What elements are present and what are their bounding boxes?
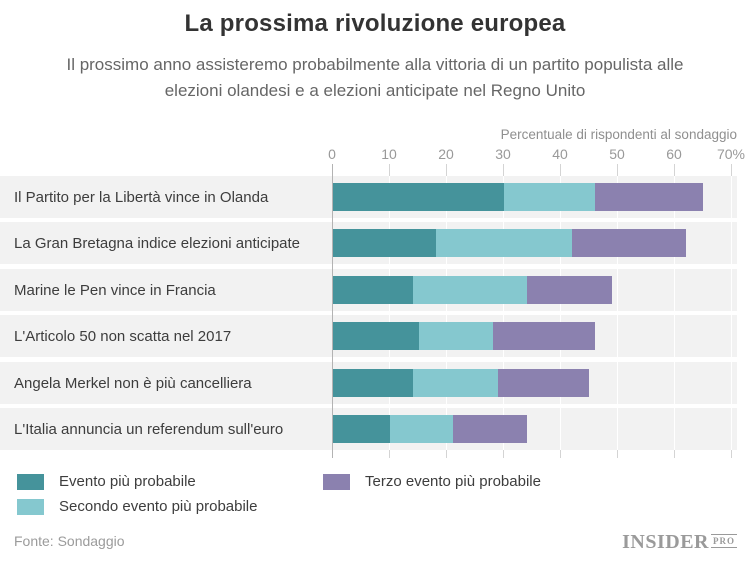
x-axis-tick-label: 10 <box>381 146 397 162</box>
legend-item: Secondo evento più probabile <box>17 498 258 515</box>
bar-segment-third <box>526 276 613 304</box>
source-note: Fonte: Sondaggio <box>14 533 125 549</box>
chart-subtitle: Il prossimo anno assisteremo probabilmen… <box>66 55 684 100</box>
bar-segment-second <box>412 276 527 304</box>
bar-segment-second <box>390 415 453 443</box>
bar-segment-first <box>333 276 413 304</box>
gridline-over-band <box>503 176 504 450</box>
bar-segment-third <box>498 369 590 397</box>
bar-segment-second <box>412 369 499 397</box>
legend-item: Evento più probabile <box>17 473 196 490</box>
legend-swatch-icon <box>17 498 44 515</box>
x-axis-tick-label: 50 <box>609 146 625 162</box>
gridline-over-band <box>674 176 675 450</box>
x-axis-tick-label: 20 <box>438 146 454 162</box>
bar-segment-third <box>452 415 527 443</box>
bar-segment-first <box>333 183 504 211</box>
gridline-over-band <box>446 176 447 450</box>
legend-swatch-icon <box>17 473 44 490</box>
row-label: Il Partito per la Libertà vince in Oland… <box>14 188 269 206</box>
x-axis-tick-label: 70% <box>716 146 746 162</box>
row-label: La Gran Bretagna indice elezioni anticip… <box>14 234 301 252</box>
legend-swatch-icon <box>323 473 350 490</box>
bar-segment-first <box>333 369 413 397</box>
gridline-over-band <box>560 176 561 450</box>
row-label: Marine le Pen vince in Francia <box>14 281 216 299</box>
x-axis-tick-label: 60 <box>666 146 682 162</box>
bar-segment-third <box>492 322 596 350</box>
gridline-over-band <box>389 176 390 450</box>
bar-segment-second <box>418 322 493 350</box>
row-label: Angela Merkel non è più cancelliera <box>14 374 252 392</box>
x-axis-title: Percentuale di rispondenti al sondaggio <box>500 127 737 142</box>
chart-title: La prossima rivoluzione europea <box>184 10 566 37</box>
legend-item: Terzo evento più probabile <box>323 473 541 490</box>
bar-segment-first <box>333 415 390 443</box>
y-axis-line <box>332 164 333 458</box>
bar-segment-second <box>435 229 573 257</box>
legend-label: Terzo evento più probabile <box>365 473 541 490</box>
legend-label: Evento più probabile <box>59 473 196 490</box>
gridline-over-band <box>617 176 618 450</box>
x-axis-tick-label: 40 <box>552 146 568 162</box>
x-axis-tick-label: 30 <box>495 146 511 162</box>
legend-label: Secondo evento più probabile <box>59 498 258 515</box>
row-label: L'Italia annuncia un referendum sull'eur… <box>14 420 284 438</box>
bar-segment-third <box>595 183 704 211</box>
gridline-over-band <box>731 176 732 450</box>
x-axis-tick-label: 0 <box>328 146 336 162</box>
bar-segment-third <box>572 229 687 257</box>
logo-main-text: INSIDER <box>622 531 709 553</box>
bar-segment-first <box>333 322 419 350</box>
logo-sub-text: PRO <box>711 533 737 548</box>
bar-segment-second <box>504 183 596 211</box>
row-label: L'Articolo 50 non scatta nel 2017 <box>14 327 232 345</box>
insiderpro-logo: INSIDER PRO <box>622 531 737 554</box>
bar-segment-first <box>333 229 436 257</box>
